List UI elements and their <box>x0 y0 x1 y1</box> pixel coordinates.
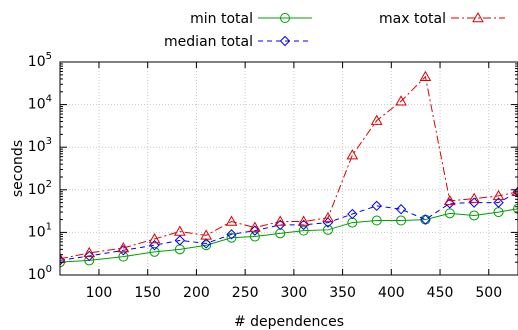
data-point-median-total <box>395 204 407 215</box>
legend-marker <box>280 13 290 23</box>
y-tick-label: 102 <box>28 179 52 198</box>
x-tick-label: 100 <box>86 285 113 301</box>
legend-item-min-total: min total <box>190 11 312 27</box>
data-point-max-total <box>274 215 287 226</box>
data-point-median-total <box>226 229 237 240</box>
data-point-max-total <box>395 95 407 106</box>
data-point-max-total <box>512 185 518 196</box>
data-point-min-total <box>513 203 518 214</box>
data-point-median-total <box>149 240 160 251</box>
data-point-max-total <box>225 215 238 226</box>
legend-label: max total <box>379 11 446 27</box>
data-point-median-total <box>468 197 480 208</box>
x-tick-label: 400 <box>378 285 405 301</box>
data-point-max-total <box>443 194 456 206</box>
legend-marker <box>472 11 484 23</box>
series-min-total <box>60 203 518 268</box>
y-tick-label: 103 <box>28 136 52 155</box>
legend-marker <box>279 35 291 47</box>
x-axis-label: # dependences <box>234 314 344 330</box>
x-tick-label: 450 <box>427 285 454 301</box>
data-point-max-total <box>297 215 310 226</box>
data-point-max-total <box>60 252 66 264</box>
data-point-min-total <box>298 225 309 236</box>
grid <box>60 61 518 276</box>
series-line-median-total <box>60 191 518 261</box>
data-point-max-total <box>148 232 161 244</box>
series-line-min-total <box>60 208 518 263</box>
data-point-min-total <box>249 231 260 242</box>
data-point-median-total <box>371 200 382 212</box>
data-point-min-total <box>444 208 455 219</box>
legend-label: median total <box>164 34 253 50</box>
data-point-median-total <box>298 219 309 231</box>
data-point-median-total <box>200 238 212 249</box>
y-tick-label: 100 <box>28 264 52 283</box>
data-point-min-total <box>149 246 160 257</box>
data-point-median-total <box>347 208 358 220</box>
data-point-min-total <box>201 240 212 251</box>
data-point-max-total <box>492 189 505 201</box>
legend: min total median total max total <box>164 11 505 50</box>
data-point-min-total <box>396 215 407 226</box>
data-point-min-total <box>469 210 480 221</box>
data-point-min-total <box>226 232 237 243</box>
data-point-min-total <box>371 215 382 226</box>
data-point-max-total <box>419 70 432 82</box>
data-point-max-total <box>346 149 359 160</box>
data-point-median-total <box>249 225 261 236</box>
data-point-max-total <box>83 246 96 258</box>
x-tick-label: 300 <box>281 285 308 301</box>
ticks: 100 150 200 250 300 350 400 450 500 100 101 102 103 1… <box>28 51 518 301</box>
x-tick-label: 250 <box>232 285 259 301</box>
data-point-median-total <box>420 214 431 225</box>
series-line-max-total <box>60 75 518 260</box>
data-point-median-total <box>84 250 95 262</box>
data-point-max-total <box>200 229 213 240</box>
y-tick-label: 104 <box>28 94 52 113</box>
data-point-max-total <box>370 114 383 125</box>
y-tick-label: 105 <box>28 51 52 70</box>
data-point-median-total <box>174 235 186 246</box>
data-point-max-total <box>117 242 130 253</box>
data-point-max-total <box>322 211 334 223</box>
data-point-median-total <box>275 219 286 231</box>
x-tick-label: 150 <box>134 285 161 301</box>
series-max-total <box>60 70 518 264</box>
series-layer <box>60 70 518 268</box>
data-point-median-total <box>493 197 504 208</box>
data-point-max-total <box>249 221 261 232</box>
x-tick-label: 500 <box>475 285 502 301</box>
legend-label: min total <box>190 11 253 27</box>
legend-item-median-total: median total <box>164 34 312 50</box>
x-tick-label: 350 <box>329 285 356 301</box>
data-point-min-total <box>322 224 333 235</box>
data-point-max-total <box>468 192 481 203</box>
legend-item-max-total: max total <box>379 11 505 27</box>
x-tick-label: 200 <box>183 285 210 301</box>
y-tick-label: 101 <box>28 221 52 240</box>
y-axis-label: seconds <box>10 140 26 197</box>
plot-frame <box>59 61 518 276</box>
data-point-max-total <box>173 225 186 236</box>
